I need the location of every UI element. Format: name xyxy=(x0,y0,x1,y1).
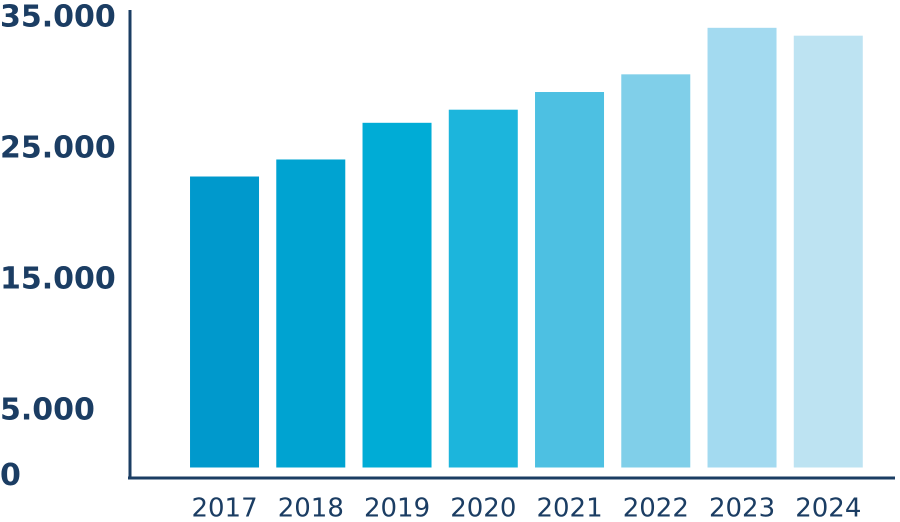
bar xyxy=(276,159,346,468)
x-tick-label: 2019 xyxy=(364,494,430,522)
x-tick-label: 2021 xyxy=(536,494,602,522)
y-tick-label: 5.000 xyxy=(0,393,95,428)
bar xyxy=(362,122,432,468)
bar xyxy=(535,92,605,468)
x-tick-label: 2020 xyxy=(450,494,516,522)
y-tick-label: 0 xyxy=(0,458,21,493)
y-tick-label: 25.000 xyxy=(0,131,116,166)
bar xyxy=(707,27,777,468)
x-tick-label: 2017 xyxy=(191,494,257,522)
x-tick-label: 2024 xyxy=(795,494,861,522)
x-tick-label: 2023 xyxy=(709,494,775,522)
bar xyxy=(793,35,863,468)
bar xyxy=(448,109,518,468)
bar xyxy=(621,74,691,468)
y-tick-label: 15.000 xyxy=(0,262,116,297)
x-tick-label: 2022 xyxy=(623,494,689,522)
y-tick-label: 35.000 xyxy=(0,0,116,35)
x-tick-label: 2018 xyxy=(278,494,344,522)
bar xyxy=(190,176,260,468)
